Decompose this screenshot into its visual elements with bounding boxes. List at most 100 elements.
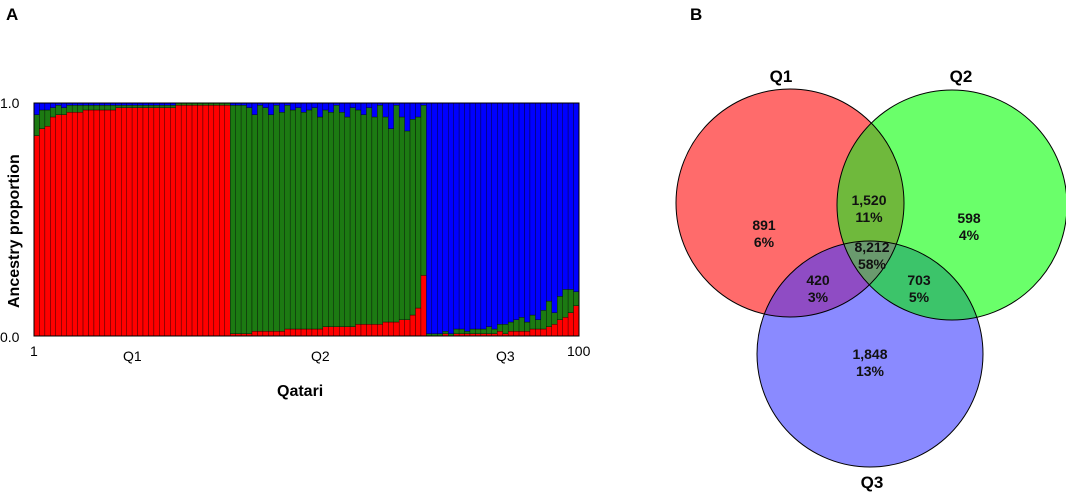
bar-82-q3 <box>475 102 482 330</box>
venn-percent-q1-q3: 3% <box>808 289 829 305</box>
bar-98-q2 <box>562 289 569 318</box>
bar-16-q2 <box>115 105 122 108</box>
venn-overlap-q2-q3 <box>837 241 983 320</box>
bar-50-q1 <box>300 328 307 337</box>
bar-20-q1 <box>137 107 144 337</box>
bar-100-q2 <box>573 291 580 306</box>
bar-49-q3 <box>295 102 302 108</box>
bar-78-q3 <box>453 102 460 330</box>
bar-98-q1 <box>562 317 569 337</box>
bar-39-q2 <box>240 105 247 334</box>
bar-50-q2 <box>300 112 307 330</box>
bar-25-q1 <box>164 107 171 337</box>
bar-99-q1 <box>567 312 574 337</box>
bar-4-q1 <box>50 116 56 337</box>
bar-59-q2 <box>349 107 356 327</box>
bar-43-q1 <box>262 331 269 337</box>
bar-66-q3 <box>388 102 394 129</box>
bar-71-q3 <box>415 102 422 118</box>
venn-count-q2: 598 <box>957 210 981 226</box>
bar-43-q3 <box>262 102 269 108</box>
venn-count-q3: 1,848 <box>852 346 887 362</box>
bar-48-q2 <box>289 109 296 330</box>
bar-9-q1 <box>77 112 84 337</box>
bar-68-q3 <box>398 102 405 118</box>
bar-2-q2 <box>39 109 46 129</box>
bar-22-q1 <box>148 107 155 337</box>
bar-98-q3 <box>562 102 569 290</box>
bar-6-q1 <box>61 114 67 337</box>
bar-68-q2 <box>398 116 405 320</box>
bar-4-q3 <box>50 102 56 108</box>
bar-54-q2 <box>322 109 329 327</box>
bar-61-q3 <box>360 102 367 115</box>
bar-17-q2 <box>121 105 127 108</box>
bar-59-q1 <box>349 326 356 337</box>
bar-94-q3 <box>540 102 547 311</box>
bar-22-q2 <box>148 105 155 108</box>
bar-54-q1 <box>322 326 329 337</box>
bar-64-q2 <box>377 105 383 325</box>
bar-48-q1 <box>289 328 296 337</box>
bar-58-q1 <box>344 326 351 337</box>
ancestry-bar-plot <box>33 102 580 337</box>
bar-70-q3 <box>409 102 416 120</box>
bar-32-q1 <box>202 105 209 337</box>
bar-90-q3 <box>518 102 525 318</box>
bar-8-q1 <box>71 112 78 337</box>
bar-52-q3 <box>311 102 318 108</box>
bar-85-q2 <box>491 328 498 334</box>
bar-58-q3 <box>344 102 351 118</box>
bar-94-q1 <box>540 328 547 337</box>
bar-66-q1 <box>388 321 394 337</box>
bar-84-q3 <box>486 102 492 327</box>
bar-91-q1 <box>524 331 531 337</box>
bar-85-q3 <box>491 102 498 330</box>
bar-3-q2 <box>44 109 51 127</box>
bar-51-q3 <box>306 102 313 111</box>
bar-46-q1 <box>279 331 285 337</box>
bar-80-q3 <box>464 102 471 332</box>
bar-82-q2 <box>475 328 482 334</box>
y-axis-title: Ancestry proportion <box>6 154 23 308</box>
bar-56-q2 <box>333 105 340 327</box>
bar-26-q1 <box>170 107 176 337</box>
bar-72-q2 <box>420 105 427 276</box>
bar-93-q2 <box>535 319 542 330</box>
bar-44-q2 <box>268 114 274 332</box>
bar-88-q2 <box>507 321 514 332</box>
bar-79-q2 <box>458 328 465 334</box>
bar-46-q2 <box>279 112 285 332</box>
bar-7-q1 <box>66 112 73 337</box>
bar-20-q2 <box>137 105 144 108</box>
bar-43-q2 <box>262 107 269 332</box>
bar-62-q1 <box>366 324 373 337</box>
bar-88-q3 <box>507 102 514 323</box>
bar-100-q3 <box>573 102 580 292</box>
bar-69-q2 <box>404 130 411 320</box>
bar-23-q2 <box>153 105 160 108</box>
panel-a-label: A <box>6 5 18 24</box>
bar-60-q1 <box>355 324 362 337</box>
bar-53-q1 <box>317 328 324 337</box>
bar-38-q2 <box>235 105 242 334</box>
bar-28-q1 <box>180 105 187 337</box>
bar-19-q1 <box>131 107 138 337</box>
venn-count-q1-q3: 420 <box>806 272 830 288</box>
bar-52-q1 <box>311 328 318 337</box>
bar-67-q2 <box>393 105 400 323</box>
bar-76-q3 <box>442 102 449 332</box>
bar-15-q2 <box>110 105 116 111</box>
bar-62-q3 <box>366 102 373 108</box>
bar-53-q3 <box>317 102 324 118</box>
bar-2-q1 <box>39 128 46 337</box>
bar-57-q3 <box>339 102 345 113</box>
bar-86-q2 <box>497 324 503 332</box>
bar-88-q1 <box>507 331 514 337</box>
bar-17-q1 <box>121 107 127 337</box>
bar-76-q2 <box>442 331 449 334</box>
bar-35-q1 <box>219 105 225 337</box>
bar-71-q1 <box>415 307 422 337</box>
bar-86-q1 <box>497 331 503 337</box>
bar-57-q2 <box>339 112 345 327</box>
